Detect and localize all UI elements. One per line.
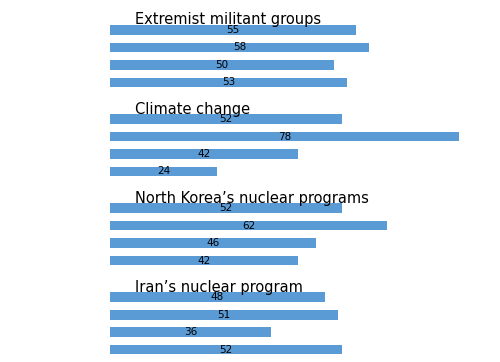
Text: 24: 24 [157,167,170,176]
Bar [110,256,298,265]
Bar [110,149,298,159]
Bar [110,43,370,52]
Bar [110,60,334,70]
Text: 36: 36 [184,327,197,337]
Text: North Korea’s nuclear programs: North Korea’s nuclear programs [135,191,369,206]
Text: 55: 55 [226,25,239,35]
Bar [110,310,338,320]
Bar [110,114,342,124]
Text: 62: 62 [242,220,255,231]
Bar [110,238,316,248]
Bar [110,345,342,354]
Bar [110,292,324,302]
Text: 42: 42 [198,149,210,159]
Text: 52: 52 [220,203,233,213]
Bar [110,77,347,87]
Text: 78: 78 [278,131,291,142]
Text: Extremist militant groups: Extremist militant groups [135,12,321,28]
Bar [110,132,459,141]
Text: 51: 51 [218,310,230,320]
Text: Iran’s nuclear program: Iran’s nuclear program [135,280,303,295]
Bar [110,221,387,231]
Text: 42: 42 [198,256,210,266]
Text: 48: 48 [210,292,224,302]
Bar [110,327,271,337]
Bar [110,25,356,35]
Text: Climate change: Climate change [135,102,250,117]
Bar [110,167,218,176]
Text: 52: 52 [220,114,233,124]
Text: 53: 53 [222,77,235,87]
Text: 58: 58 [233,42,246,52]
Text: 46: 46 [206,238,220,248]
Text: 52: 52 [220,345,233,355]
Text: 50: 50 [215,60,228,70]
Bar [110,203,342,213]
